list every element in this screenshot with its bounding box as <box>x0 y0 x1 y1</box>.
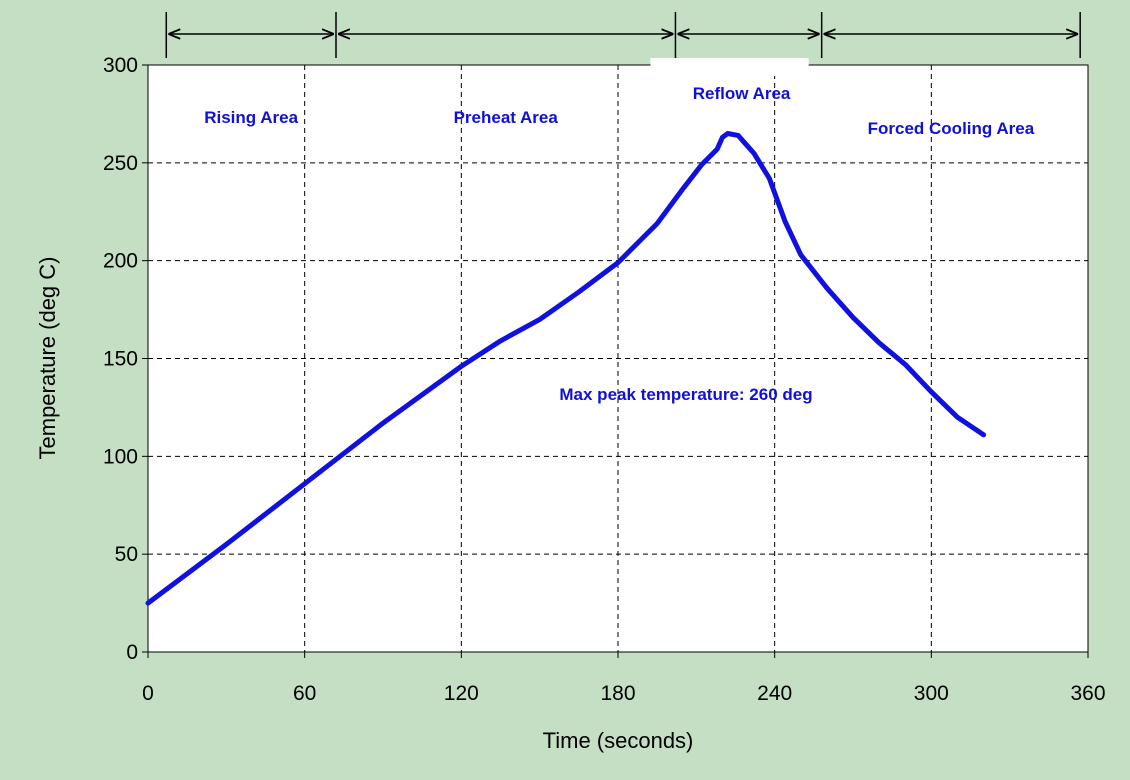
x-axis-title: Time (seconds) <box>543 728 694 753</box>
x-tick-labels: 0 60 120 180 240 300 360 <box>142 652 1106 705</box>
reflow-label-patch <box>650 58 809 76</box>
region-label: Preheat Area <box>454 108 559 127</box>
x-tick-label: 240 <box>757 682 792 705</box>
y-tick-label: 300 <box>103 54 138 77</box>
region-label: Reflow Area <box>693 84 791 103</box>
x-tick-label: 180 <box>600 682 635 705</box>
data-points <box>147 133 984 604</box>
region-markers: Rising Area Preheat Area Reflow Area Forced… <box>165 12 1081 138</box>
y-axis-title: Temperature (deg C) <box>35 257 60 460</box>
region-label: Forced Cooling Area <box>868 119 1035 138</box>
x-tick-label: 300 <box>914 682 949 705</box>
y-tick-label: 200 <box>103 250 138 273</box>
temperature-series-line <box>145 131 987 606</box>
annotation-max-peak: Max peak temperature: 260 deg <box>559 385 812 404</box>
region-label: Rising Area <box>204 108 298 127</box>
y-tick-label: 100 <box>103 445 138 468</box>
y-tick-label: 250 <box>103 152 138 175</box>
x-tick-label: 0 <box>142 682 154 705</box>
y-tick-label: 150 <box>103 348 138 371</box>
x-tick-label: 120 <box>444 682 479 705</box>
x-tick-label: 360 <box>1070 682 1105 705</box>
y-tick-label: 0 <box>126 641 138 664</box>
y-tick-label: 50 <box>115 543 138 566</box>
y-tick-labels: 0 50 100 150 200 250 300 <box>103 54 148 664</box>
x-tick-label: 60 <box>293 682 316 705</box>
grid-lines <box>148 65 1088 652</box>
